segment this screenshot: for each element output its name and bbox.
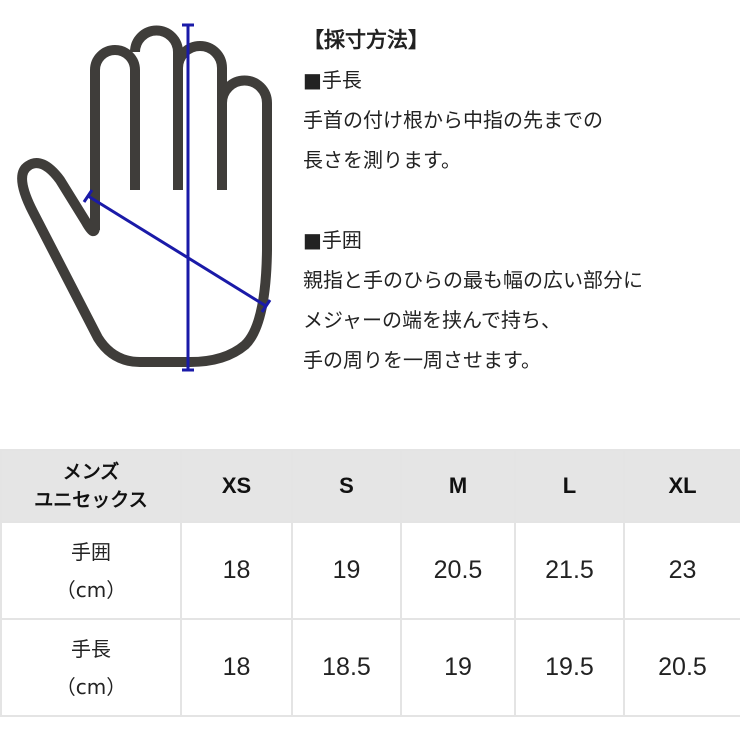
size-header: L — [514, 449, 625, 523]
row-label-text: 手囲 — [71, 539, 111, 564]
table-cell: 21.5 — [514, 521, 625, 620]
table-cell: 18.5 — [291, 618, 402, 717]
table-row-girth: 手囲 （cm） 18 19 20.5 21.5 23 — [0, 521, 740, 620]
size-header: S — [291, 449, 402, 523]
table-cell: 19 — [400, 618, 516, 717]
table-cell: 23 — [623, 521, 740, 620]
category-mens: メンズ — [62, 461, 120, 483]
size-header: XL — [623, 449, 740, 523]
girth-text-line: 親指と手のひらの最も幅の広い部分に — [303, 268, 643, 292]
girth-heading: ■手囲 — [303, 228, 362, 252]
row-label: 手長 （cm） — [0, 618, 182, 717]
palm-outline — [17, 75, 272, 367]
row-label-text: 手長 — [71, 636, 111, 661]
size-table: メンズ ユニセックス XS S M L XL 手囲 （cm） 18 19 20.… — [0, 449, 740, 717]
girth-text-line: メジャーの端を挟んで持ち、 — [303, 308, 561, 332]
hand-girth-cap-left — [82, 189, 94, 203]
row-unit: （cm） — [55, 577, 127, 602]
table-cell: 18 — [180, 618, 293, 717]
hand-measurement-icon — [17, 23, 272, 372]
table-cell: 20.5 — [623, 618, 740, 717]
index-finger-outline — [90, 45, 140, 230]
size-header: M — [400, 449, 516, 523]
length-heading: ■手長 — [303, 68, 362, 92]
table-cell: 18 — [180, 521, 293, 620]
girth-text-line: 手の周りを一周させます。 — [303, 348, 541, 372]
ring-finger-outline — [173, 41, 227, 190]
size-header-row: メンズ ユニセックス XS S M L XL — [0, 449, 740, 523]
hand-girth-cap-right — [260, 299, 272, 313]
table-cell: 19.5 — [514, 618, 625, 717]
table-row-length: 手長 （cm） 18 18.5 19 19.5 20.5 — [0, 618, 740, 717]
category-header: メンズ ユニセックス — [0, 449, 182, 523]
category-unisex: ユニセックス — [34, 489, 148, 511]
row-unit: （cm） — [55, 674, 127, 699]
middle-finger-outline — [130, 25, 183, 190]
row-label: 手囲 （cm） — [0, 521, 182, 620]
table-cell: 19 — [291, 521, 402, 620]
instructions-title: 【採寸方法】 — [303, 28, 429, 52]
hand-girth-line — [87, 194, 267, 308]
length-text-line: 手首の付け根から中指の先までの — [303, 108, 603, 132]
size-header: XS — [180, 449, 293, 523]
table-cell: 20.5 — [400, 521, 516, 620]
measurement-instructions: 【採寸方法】 ■手長 手首の付け根から中指の先までの 長さを測ります。 ■手囲 … — [303, 20, 740, 380]
length-text-line: 長さを測ります。 — [303, 148, 461, 172]
